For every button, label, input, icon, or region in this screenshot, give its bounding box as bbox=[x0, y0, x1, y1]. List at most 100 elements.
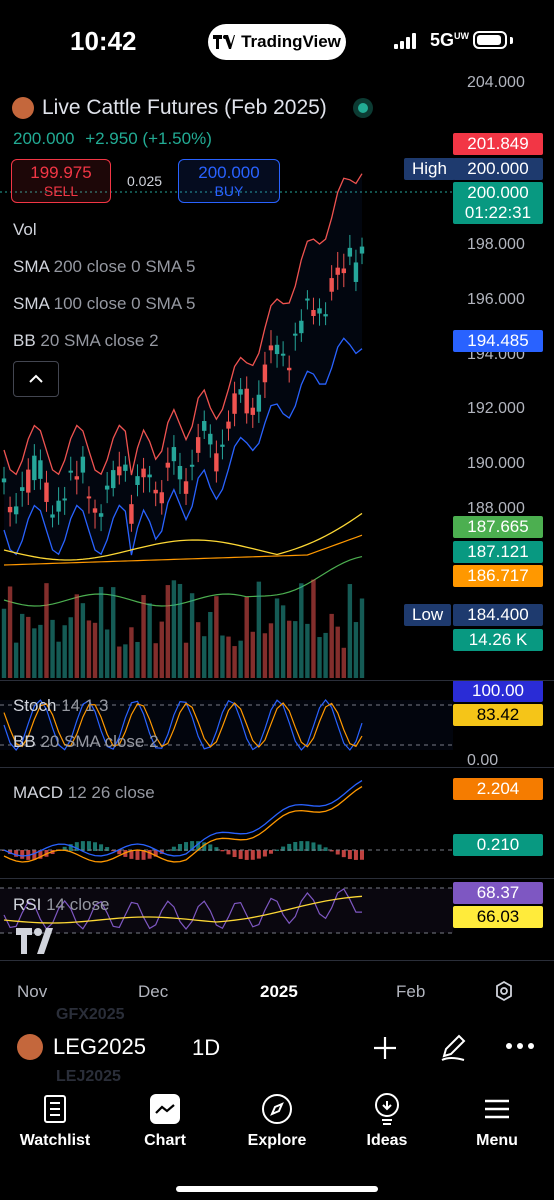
macd-histogram-bar bbox=[196, 841, 201, 851]
candle-body bbox=[32, 455, 37, 481]
change-pct: (+1.50%) bbox=[142, 129, 212, 148]
candle-body bbox=[238, 389, 243, 395]
macd-histogram-bar bbox=[360, 850, 364, 860]
candle-body bbox=[123, 464, 128, 471]
volume-bar bbox=[32, 628, 37, 678]
macd-histogram-bar bbox=[177, 844, 182, 851]
date-label: Dec bbox=[138, 982, 169, 1001]
volume-bar bbox=[86, 620, 92, 678]
macd-histogram-bar bbox=[220, 850, 225, 852]
macd-histogram-bar bbox=[250, 850, 255, 860]
buy-label: BUY bbox=[214, 183, 244, 199]
legend-bb2[interactable]: BB 20 SMA close 2 bbox=[13, 732, 159, 751]
symbol-selector[interactable]: LEG2025 bbox=[17, 1034, 146, 1060]
legend-vol[interactable]: Vol bbox=[13, 220, 37, 239]
tradingview-logo-icon bbox=[213, 35, 236, 49]
candle-body bbox=[68, 470, 73, 473]
candle-body bbox=[347, 247, 353, 257]
macd-histogram-bar bbox=[8, 850, 13, 855]
legend-rsi[interactable]: RSI 14 close bbox=[13, 895, 110, 914]
volume-bar bbox=[293, 621, 298, 678]
buy-button[interactable]: 200.000 BUY bbox=[178, 159, 280, 203]
tab-menu[interactable]: Menu bbox=[442, 1092, 552, 1150]
stoch-k-line bbox=[3, 699, 363, 751]
candle-body bbox=[189, 464, 195, 467]
volume-bar bbox=[68, 617, 73, 678]
volume-bar bbox=[38, 624, 43, 678]
drawing-pen-icon[interactable] bbox=[438, 1032, 468, 1062]
candle-body bbox=[141, 468, 146, 478]
volume-bar bbox=[20, 613, 25, 678]
symbol-header[interactable]: Live Cattle Futures (Feb 2025) bbox=[12, 96, 373, 120]
volume-bar bbox=[214, 596, 219, 678]
macd-histogram-bar bbox=[256, 850, 261, 859]
tab-chart[interactable]: Chart bbox=[110, 1092, 220, 1150]
candle-body bbox=[104, 485, 110, 490]
chart-settings-icon[interactable] bbox=[493, 980, 515, 1002]
app-pill-label: TradingView bbox=[241, 32, 341, 51]
macd-histogram-bar bbox=[232, 850, 237, 858]
macd-histogram-bar bbox=[74, 842, 79, 851]
watchlist-icon bbox=[44, 1095, 66, 1123]
candle-body bbox=[56, 500, 61, 512]
tab-watchlist[interactable]: Watchlist bbox=[0, 1092, 110, 1150]
sma-100-line bbox=[3, 512, 363, 561]
date-label: Nov bbox=[17, 982, 48, 1001]
macd-histogram-bar bbox=[20, 850, 25, 859]
macd-histogram-bar bbox=[86, 841, 91, 851]
volume-bar bbox=[159, 621, 164, 678]
volume-bar bbox=[256, 581, 262, 678]
macd-histogram-bar bbox=[226, 850, 231, 855]
change-abs: +2.950 bbox=[85, 129, 138, 148]
axis-price: 196.000 bbox=[467, 291, 525, 308]
app-pill[interactable]: TradingView bbox=[208, 24, 346, 60]
macd-histogram-bar bbox=[244, 850, 249, 860]
volume-bar bbox=[44, 583, 49, 678]
macd-histogram-bar bbox=[347, 850, 352, 860]
volume-bar bbox=[317, 637, 322, 678]
macd-histogram-bar bbox=[93, 842, 98, 851]
more-icon[interactable] bbox=[505, 1042, 535, 1050]
candle-body bbox=[353, 262, 359, 282]
volume-bar bbox=[268, 623, 274, 678]
legend-bb[interactable]: BB 20 SMA close 2 bbox=[13, 331, 159, 350]
legend-macd[interactable]: MACD 12 26 close bbox=[13, 783, 155, 802]
price-chart[interactable] bbox=[0, 80, 554, 1010]
chart-area[interactable]: 204.000 198.000 196.000 194.000 192.000 … bbox=[0, 74, 554, 1010]
tab-label: Explore bbox=[247, 1132, 307, 1149]
volume-bar bbox=[286, 620, 292, 678]
volume-bar bbox=[117, 646, 122, 678]
legend-sma100[interactable]: SMA 100 close 0 SMA 5 bbox=[13, 294, 196, 313]
volume-bar bbox=[299, 583, 304, 678]
candle-body bbox=[117, 466, 122, 476]
volume-bar bbox=[329, 613, 334, 678]
volume-bar bbox=[80, 603, 86, 678]
macd-histogram-bar bbox=[311, 842, 316, 851]
legend-sma200[interactable]: SMA 200 close 0 SMA 5 bbox=[13, 257, 196, 276]
collapse-legend-button[interactable] bbox=[13, 361, 59, 397]
lightbulb-icon bbox=[375, 1093, 399, 1125]
interval-selector[interactable]: 1D bbox=[192, 1035, 221, 1060]
candle-body bbox=[335, 267, 340, 275]
volume-bar bbox=[62, 625, 67, 678]
cattle-icon bbox=[17, 1034, 43, 1060]
tab-explore[interactable]: Explore bbox=[222, 1092, 332, 1150]
macd-histogram-bar bbox=[184, 842, 189, 851]
volume-bar bbox=[208, 611, 213, 678]
volume-bar bbox=[129, 627, 134, 678]
stoch-d-line bbox=[3, 702, 363, 748]
volume-bar bbox=[323, 632, 328, 678]
sma-orange-tag: 186.717 bbox=[453, 565, 543, 587]
macd-histogram-bar bbox=[214, 847, 219, 851]
legend-stoch[interactable]: Stoch 14 1 3 bbox=[13, 696, 109, 715]
candle-body bbox=[359, 246, 365, 254]
volume-bar bbox=[147, 603, 152, 678]
sell-button[interactable]: 199.975 SELL bbox=[11, 159, 111, 203]
plus-icon[interactable] bbox=[371, 1034, 399, 1062]
rsi-tag: 68.37 bbox=[453, 882, 543, 904]
macd-histogram-bar bbox=[32, 850, 37, 860]
volume-bar bbox=[335, 626, 340, 678]
tab-ideas[interactable]: Ideas bbox=[332, 1092, 442, 1150]
macd-histogram-bar bbox=[293, 842, 298, 851]
home-indicator bbox=[176, 1186, 378, 1192]
